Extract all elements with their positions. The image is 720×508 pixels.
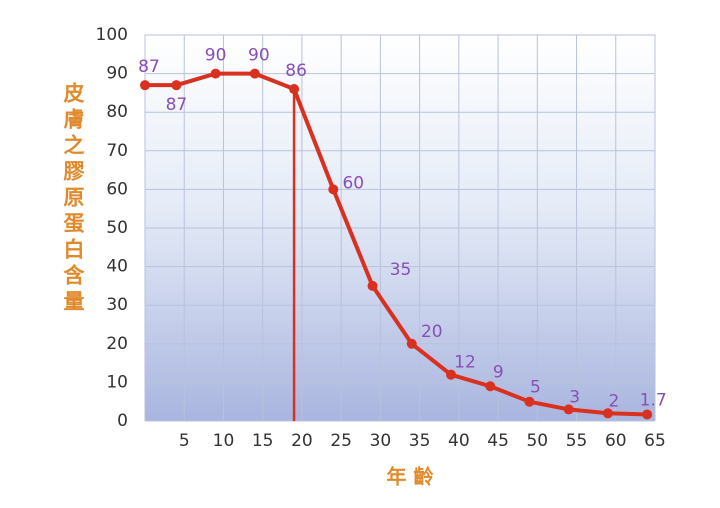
x-tick-label: 25	[330, 431, 352, 451]
x-axis-label: 年 齡	[387, 465, 434, 489]
data-point	[328, 184, 339, 195]
data-label: 90	[248, 46, 270, 66]
data-label: 20	[421, 322, 443, 342]
data-point	[406, 338, 417, 349]
x-tick-label: 10	[213, 431, 235, 451]
data-label: 90	[205, 46, 227, 66]
y-tick-label: 60	[106, 179, 128, 199]
x-tick-label: 35	[409, 431, 431, 451]
data-point	[210, 68, 221, 79]
y-axis-label: 皮膚之膠原蛋白含量	[61, 82, 85, 316]
x-tick-label: 40	[448, 431, 470, 451]
data-label: 5	[530, 378, 541, 398]
data-point	[140, 80, 150, 91]
data-point	[563, 404, 574, 415]
y-tick-label: 40	[106, 257, 128, 277]
x-tick-label: 5	[179, 431, 190, 451]
data-label: 60	[342, 173, 364, 193]
x-tick-label: 30	[370, 431, 392, 451]
y-tick-label: 30	[106, 295, 128, 315]
y-tick-label: 90	[106, 64, 128, 84]
data-point	[367, 280, 378, 291]
x-tick-label: 55	[566, 431, 588, 451]
data-label: 87	[166, 95, 188, 115]
y-tick-label: 10	[106, 372, 128, 392]
y-tick-label: 80	[106, 102, 128, 122]
data-label: 86	[285, 61, 307, 81]
data-label: 1.7	[640, 390, 667, 410]
data-point	[171, 80, 182, 91]
data-label: 87	[138, 57, 160, 77]
x-tick-label: 45	[487, 431, 509, 451]
y-tick-label: 70	[106, 141, 128, 161]
data-point	[446, 369, 456, 380]
y-tick-label: 0	[117, 411, 128, 431]
data-line	[145, 71, 648, 417]
data-label: 3	[569, 387, 580, 407]
data-point	[642, 409, 653, 420]
x-tick-label: 60	[605, 431, 627, 451]
data-point	[602, 408, 613, 419]
x-tick-label: 50	[526, 431, 548, 451]
x-tick-label: 65	[644, 431, 666, 451]
y-tick-label: 100	[96, 25, 128, 45]
x-tick-label: 15	[252, 431, 274, 451]
y-tick-label: 50	[106, 218, 128, 238]
data-point	[485, 381, 496, 392]
data-point	[289, 84, 300, 95]
y-tick-label: 20	[106, 334, 128, 354]
data-point	[524, 396, 535, 407]
data-label: 12	[454, 353, 476, 373]
data-label: 2	[609, 391, 620, 411]
data-label: 9	[493, 362, 504, 382]
data-label: 35	[390, 260, 412, 280]
data-point	[249, 68, 260, 79]
x-tick-label: 20	[291, 431, 313, 451]
